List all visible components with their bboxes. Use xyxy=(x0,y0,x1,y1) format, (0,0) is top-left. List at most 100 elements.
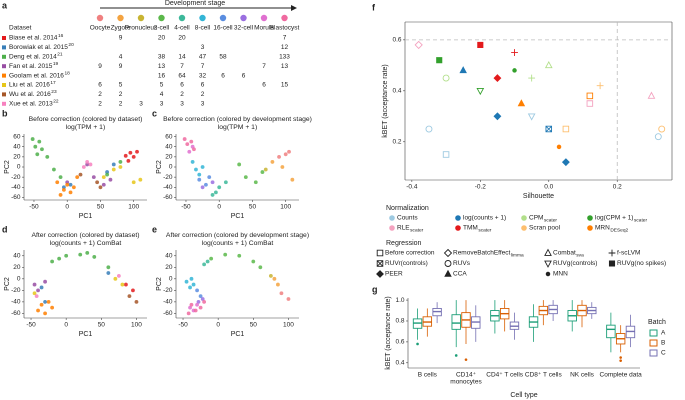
legend-swatch xyxy=(521,215,527,221)
y-tick-label: -40 xyxy=(11,184,21,191)
x-tick-label: 100 xyxy=(131,322,142,329)
y-tick-label: 60 xyxy=(13,133,21,140)
legend-shape xyxy=(443,248,453,258)
legend-title: Batch xyxy=(648,319,666,326)
dataset-name-superscript: 18 xyxy=(64,70,70,76)
cell-count: 2 xyxy=(98,101,102,108)
point xyxy=(85,160,90,164)
legend-swatch xyxy=(587,225,593,231)
point xyxy=(210,193,215,197)
point xyxy=(596,82,604,90)
point xyxy=(131,180,136,185)
point xyxy=(36,308,40,313)
point xyxy=(237,253,242,258)
point xyxy=(210,180,215,185)
legend-label: A xyxy=(661,330,666,337)
cell-count: 13 xyxy=(281,63,289,70)
point xyxy=(197,172,202,177)
cell-count: 58 xyxy=(219,54,227,61)
point xyxy=(260,170,265,174)
legend-label-subscript: scater xyxy=(634,217,647,223)
point xyxy=(586,100,594,107)
legend-label-subscript: limma xyxy=(511,252,524,258)
point xyxy=(36,288,40,293)
point xyxy=(185,142,190,147)
x-tick-label: 0.2 xyxy=(613,184,622,191)
x-tick-label: 50 xyxy=(97,204,105,211)
legend-swatch xyxy=(389,225,395,231)
stage-name: 4-cell xyxy=(174,25,190,32)
point xyxy=(189,276,194,281)
y-tick-label: 20 xyxy=(13,154,21,161)
point xyxy=(263,167,268,172)
point xyxy=(108,177,113,182)
point xyxy=(198,305,203,310)
chart-title: Before correction (colored by dataset) xyxy=(29,116,143,123)
y-tick-label: 0.4 xyxy=(392,88,401,95)
x-tick-label: 0 xyxy=(64,322,68,329)
legend-title: Regression xyxy=(386,240,422,247)
outlier xyxy=(416,342,419,346)
legend-label: RUVr(controls) xyxy=(385,260,428,267)
cell-count: 5 xyxy=(119,82,123,89)
legend-label-subscript: scater xyxy=(410,227,423,233)
point xyxy=(43,299,47,304)
point xyxy=(134,299,139,304)
point xyxy=(204,182,208,187)
y-axis-title: PC2 xyxy=(156,160,163,174)
point xyxy=(30,137,35,141)
point xyxy=(111,162,116,167)
stage-name: Oocyte xyxy=(90,25,111,32)
legend-label-subscript: scater xyxy=(478,227,491,233)
panel-label: g xyxy=(372,284,378,294)
point xyxy=(34,294,39,299)
cell-count: 7 xyxy=(283,35,287,42)
point xyxy=(118,165,123,169)
y-axis-title: PC2 xyxy=(4,277,11,291)
point xyxy=(202,262,207,267)
point xyxy=(562,125,570,133)
cell-count: 6 xyxy=(262,82,266,89)
point xyxy=(106,265,111,270)
legend-label: PEER xyxy=(385,271,403,278)
y-tick-label: 40 xyxy=(13,252,21,259)
legend-label: Before correction xyxy=(385,250,435,257)
point xyxy=(277,154,281,159)
legend-swatch xyxy=(649,339,658,347)
y-tick-label: 40 xyxy=(13,143,21,150)
legend-swatch xyxy=(389,215,395,221)
stage-dot xyxy=(199,14,206,22)
cell-count: 7 xyxy=(180,63,184,70)
point xyxy=(217,185,222,190)
y-tick-label: 1.0 xyxy=(395,297,404,304)
cell-count: 64 xyxy=(178,72,186,79)
point xyxy=(200,165,205,169)
dataset-name: Xue et al. 2013 xyxy=(9,101,53,108)
x-axis-title: Cell type xyxy=(510,392,537,399)
y-tick-label: 0 xyxy=(17,164,21,171)
y-tick-label: 40 xyxy=(165,252,173,259)
point xyxy=(32,282,37,287)
cell-count: 14 xyxy=(178,54,186,61)
point xyxy=(425,125,433,133)
cell-count: 20 xyxy=(178,35,186,42)
cell-count: 133 xyxy=(279,54,290,61)
cell-count: 9 xyxy=(98,63,102,70)
point xyxy=(253,180,258,185)
legend-shape xyxy=(545,271,551,277)
cell-count: 47 xyxy=(199,54,207,61)
dataset-name-superscript: 20 xyxy=(68,42,74,48)
point xyxy=(40,147,44,152)
stage-dot xyxy=(240,14,247,22)
dataset-swatch xyxy=(2,64,6,69)
x-tick-label: CD4⁺ T cells xyxy=(486,372,524,379)
point xyxy=(194,167,198,172)
legend-label: f-scLVM xyxy=(617,250,640,257)
chart-subtitle: log(counts + 1) ComBat xyxy=(50,240,122,247)
legend-label: MRN xyxy=(595,225,610,232)
cell-count: 7 xyxy=(262,63,266,70)
y-tick-label: -40 xyxy=(11,299,21,306)
point xyxy=(32,291,37,296)
point xyxy=(118,160,123,164)
point xyxy=(561,158,570,167)
